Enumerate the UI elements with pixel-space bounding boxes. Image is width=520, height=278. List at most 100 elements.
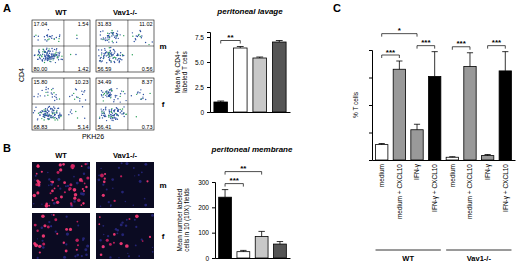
y-tick-mark xyxy=(212,233,215,234)
event-dot xyxy=(77,117,78,118)
event-dot xyxy=(122,55,123,56)
event-dot xyxy=(137,36,138,37)
event-dot xyxy=(42,111,43,112)
event-dot xyxy=(52,113,53,114)
event-dot xyxy=(118,109,119,110)
y-tick-label: 200 xyxy=(198,204,209,211)
event-dot xyxy=(105,39,106,40)
event-dot xyxy=(112,42,113,43)
error-bar xyxy=(379,144,385,145)
event-dot xyxy=(76,96,77,97)
background-speckle xyxy=(48,221,50,223)
labeled-cell xyxy=(47,226,50,229)
event-dot xyxy=(61,56,62,57)
event-dot xyxy=(111,119,112,120)
event-dot xyxy=(114,111,115,112)
event-dot xyxy=(48,29,49,30)
event-dot xyxy=(138,34,139,35)
y-tick: 2.5 xyxy=(195,84,210,91)
event-dot xyxy=(54,108,55,109)
x-tick: medium + CXCL10 xyxy=(466,164,473,219)
event-dot xyxy=(42,60,43,61)
background-speckle xyxy=(76,254,79,257)
event-dot xyxy=(77,97,78,98)
event-dot xyxy=(101,90,102,91)
quadrant-events xyxy=(68,106,85,119)
y-tick xyxy=(369,133,372,134)
error-bar xyxy=(276,41,283,43)
event-dot xyxy=(44,114,45,115)
event-dot xyxy=(105,52,106,53)
event-dot xyxy=(100,38,101,39)
event-dot xyxy=(100,60,101,61)
event-dot xyxy=(108,116,109,117)
plot-frame xyxy=(96,78,154,130)
labeled-cell xyxy=(69,228,72,231)
event-dot xyxy=(74,99,75,100)
event-dot xyxy=(54,119,55,120)
significance-label: *** xyxy=(230,176,240,185)
event-dot xyxy=(113,54,114,55)
event-dot xyxy=(104,50,105,51)
event-dot xyxy=(109,95,110,96)
event-dot xyxy=(53,109,54,110)
event-dot xyxy=(110,88,111,89)
event-dot xyxy=(45,92,46,93)
y-tick-label: 2.5 xyxy=(195,84,204,91)
labeled-cell xyxy=(82,202,84,204)
event-dot xyxy=(54,49,55,50)
image-background xyxy=(96,162,154,208)
event-dot xyxy=(105,52,106,53)
event-dot xyxy=(37,55,38,56)
panel-title: peritoneal lavage xyxy=(216,7,283,16)
bar xyxy=(499,71,511,160)
event-dot xyxy=(41,110,42,111)
labeled-cell xyxy=(81,180,83,182)
microscopy-image xyxy=(32,162,90,208)
event-dot xyxy=(58,115,59,116)
background-speckle xyxy=(80,192,83,195)
event-dot xyxy=(116,114,117,115)
bar xyxy=(255,236,268,258)
event-dot xyxy=(37,119,38,120)
event-dot xyxy=(112,32,113,33)
column-header: WT xyxy=(55,151,67,160)
background-speckle xyxy=(73,176,75,178)
event-dot xyxy=(52,50,53,51)
event-dot xyxy=(122,54,123,55)
event-dot xyxy=(113,101,114,102)
event-dot xyxy=(57,119,58,120)
event-dot xyxy=(54,56,55,57)
event-dot xyxy=(112,41,113,42)
labeled-cell xyxy=(35,183,38,186)
labeled-cell xyxy=(41,171,43,173)
event-dot xyxy=(103,57,104,58)
labeled-cell xyxy=(65,228,68,231)
x-axis-title: PKH26 xyxy=(82,133,104,140)
labeled-cell xyxy=(52,199,54,201)
bar xyxy=(393,69,405,160)
event-dot xyxy=(111,111,112,112)
event-dot xyxy=(111,30,112,31)
y-tick-mark xyxy=(369,105,372,106)
event-dot xyxy=(105,52,106,53)
event-dot xyxy=(123,113,124,114)
event-dot xyxy=(121,110,122,111)
background-speckle xyxy=(144,204,147,207)
event-dot xyxy=(46,58,47,59)
background-speckle xyxy=(125,201,127,203)
event-dot xyxy=(123,116,124,117)
plot-frame xyxy=(96,20,154,72)
labeled-cell xyxy=(70,202,72,204)
event-dot xyxy=(117,110,118,111)
event-dot xyxy=(109,96,110,97)
event-dot xyxy=(136,35,137,36)
event-dot xyxy=(111,55,112,56)
event-dot xyxy=(41,90,42,91)
labeled-cell xyxy=(59,168,62,171)
event-dot xyxy=(33,112,34,113)
labeled-cell xyxy=(80,204,82,206)
event-dot xyxy=(69,96,70,97)
event-dot xyxy=(132,32,133,33)
background-speckle xyxy=(127,253,128,254)
